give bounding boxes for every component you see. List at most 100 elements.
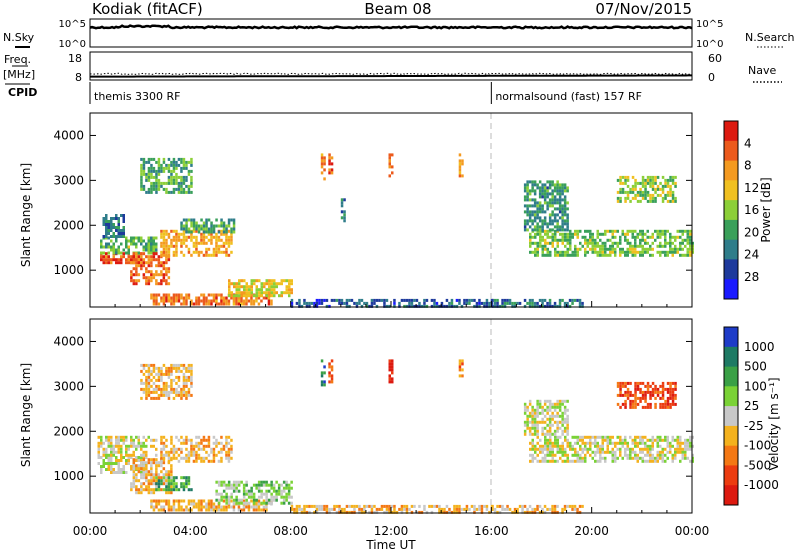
data-cell [681, 238, 684, 242]
data-cell [187, 476, 191, 480]
data-cell [200, 227, 203, 231]
data-cell [212, 247, 216, 251]
data-cell [669, 232, 672, 236]
data-cell [132, 482, 136, 486]
data-cell [621, 229, 624, 233]
data-cell [187, 369, 191, 373]
data-cell [475, 304, 479, 308]
data-cell [634, 244, 637, 248]
data-cell [330, 380, 334, 384]
data-cell [619, 187, 622, 191]
data-cell [150, 163, 153, 167]
data-cell [644, 393, 647, 397]
data-cell [571, 298, 574, 302]
data-cell [185, 453, 188, 457]
data-cell [528, 504, 532, 508]
data-cell [624, 181, 627, 185]
data-cell [257, 302, 261, 306]
data-cell [210, 502, 213, 506]
data-cell [576, 450, 579, 454]
data-cell [233, 282, 236, 286]
data-cell [155, 464, 158, 468]
data-cell [192, 235, 196, 239]
colorbar-swatch [724, 259, 738, 280]
data-cell [528, 189, 532, 193]
data-cell [222, 224, 226, 228]
data-cell [162, 264, 166, 268]
data-cell [531, 423, 534, 427]
data-cell [646, 175, 650, 179]
data-cell [531, 180, 534, 184]
data-cell [629, 393, 632, 397]
colorbar-swatch [724, 406, 738, 427]
data-cell [140, 447, 143, 451]
data-cell [664, 405, 667, 409]
data-cell [521, 507, 524, 511]
data-cell [566, 420, 569, 424]
freq-tick-top-left: 18 [68, 52, 82, 65]
data-cell [135, 479, 138, 483]
data-cell [523, 210, 527, 214]
data-cell [155, 160, 158, 164]
data-cell [107, 251, 110, 255]
data-cell [120, 450, 123, 454]
data-cell [631, 196, 635, 200]
data-cell [661, 396, 665, 400]
data-cell [260, 508, 263, 512]
velocity-data-cells [97, 359, 694, 514]
data-cell [551, 304, 554, 308]
data-cell [503, 298, 507, 302]
data-cell [403, 304, 406, 308]
data-cell [257, 483, 261, 487]
data-cell [162, 384, 166, 388]
data-cell [225, 253, 228, 257]
data-cell [674, 199, 677, 203]
data-cell [175, 166, 178, 170]
data-cell [112, 217, 115, 220]
data-cell [340, 507, 344, 511]
data-cell [160, 163, 163, 167]
data-cell [157, 396, 161, 400]
data-cell [564, 253, 567, 257]
data-cell [170, 476, 173, 480]
data-cell [165, 261, 168, 265]
data-cell [564, 450, 567, 454]
data-cell [563, 195, 567, 199]
data-cell [150, 390, 153, 394]
data-cell [107, 226, 110, 229]
data-cell [641, 175, 645, 179]
data-cell [325, 504, 329, 508]
data-cell [390, 510, 394, 514]
data-cell [285, 492, 288, 496]
data-cell [578, 504, 582, 508]
data-cell [493, 301, 497, 305]
data-cell [165, 166, 168, 170]
data-cell [167, 479, 171, 483]
data-cell [523, 228, 527, 232]
data-cell [177, 459, 181, 463]
data-cell [137, 467, 141, 471]
data-cell [438, 510, 441, 514]
data-cell [646, 444, 649, 448]
data-cell [533, 183, 537, 187]
data-cell [323, 156, 326, 160]
data-cell [187, 479, 191, 483]
data-cell [177, 293, 181, 297]
data-cell [323, 159, 326, 163]
data-cell [679, 441, 682, 445]
data-cell [260, 291, 263, 295]
data-cell [546, 225, 549, 229]
data-cell [170, 369, 173, 373]
data-cell [556, 228, 559, 232]
data-cell [122, 435, 125, 439]
data-cell [152, 302, 156, 306]
data-cell [398, 507, 401, 511]
data-cell [185, 441, 188, 445]
data-cell [185, 438, 188, 442]
data-cell [586, 229, 589, 233]
data-cell [182, 160, 186, 164]
data-cell [127, 251, 130, 255]
data-cell [130, 482, 133, 486]
data-cell [180, 387, 183, 391]
data-cell [155, 453, 158, 457]
